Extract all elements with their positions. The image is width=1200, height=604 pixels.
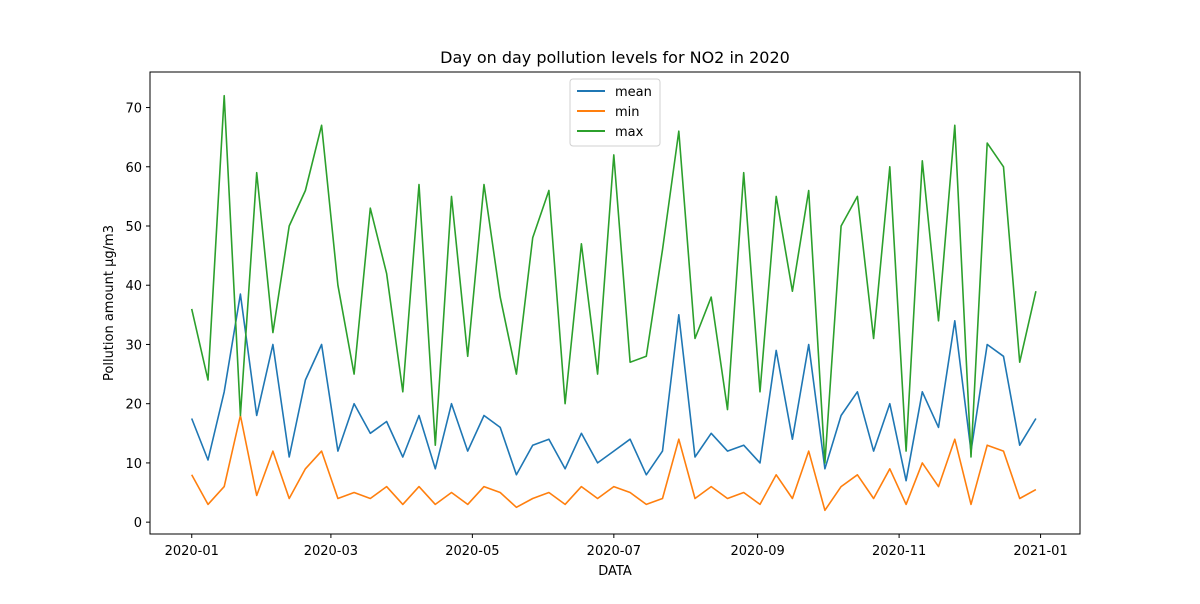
y-tick-label: 0 <box>134 516 142 531</box>
y-tick-label: 20 <box>125 398 142 413</box>
x-axis-label: DATA <box>598 564 632 579</box>
y-tick-label: 40 <box>125 279 142 294</box>
axes-frame <box>149 71 1081 535</box>
series-line-max <box>190 94 1037 464</box>
x-tick-label: 2020-05 <box>445 544 499 559</box>
legend-label-mean: mean <box>615 85 652 100</box>
legend-label-min: min <box>615 105 640 120</box>
x-tick-label: 2020-09 <box>730 544 784 559</box>
x-tick-label: 2020-11 <box>872 544 926 559</box>
plot-area <box>190 94 1037 512</box>
series-line-mean <box>190 293 1037 482</box>
y-tick-label: 10 <box>125 457 142 472</box>
x-tick-label: 2020-03 <box>304 544 358 559</box>
x-tick-label: 2021-01 <box>1013 544 1067 559</box>
y-tick-label: 30 <box>125 338 142 353</box>
y-tick-label: 60 <box>125 161 142 176</box>
y-axis-label: Pollution amount µg/m3 <box>102 225 117 381</box>
legend-label-max: max <box>615 125 644 140</box>
series-line-min <box>190 414 1037 512</box>
x-tick-label: 2020-01 <box>165 544 219 559</box>
y-tick-label: 50 <box>125 220 142 235</box>
chart-title: Day on day pollution levels for NO2 in 2… <box>440 48 790 67</box>
x-tick-label: 2020-07 <box>587 544 641 559</box>
legend-box <box>569 78 661 147</box>
y-tick-label: 70 <box>125 102 142 117</box>
legend: mean min max <box>569 78 661 147</box>
